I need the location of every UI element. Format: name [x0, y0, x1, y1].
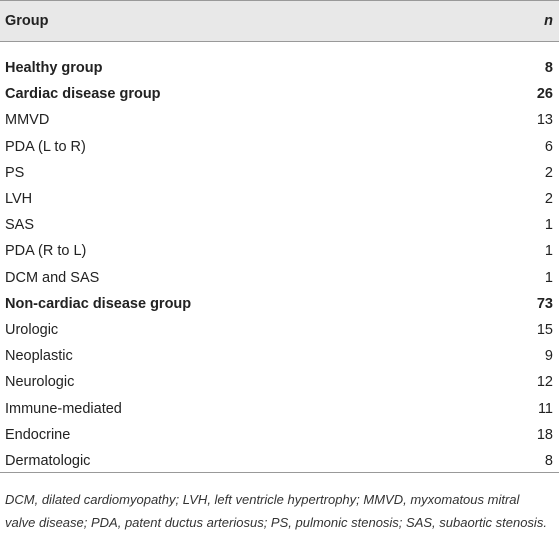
row-count: 13 — [536, 112, 553, 129]
row-count: 2 — [544, 164, 553, 181]
row-label: Urologic — [5, 322, 59, 338]
row-label: LVH — [5, 191, 33, 207]
group-count: 73 — [536, 295, 553, 312]
row-label: Immune-mediated — [5, 400, 122, 417]
table-header: Group n — [0, 0, 559, 42]
header-cell: n — [544, 13, 553, 29]
row-label: PS — [5, 164, 25, 181]
group-label: Healthy group — [5, 60, 103, 76]
row-count: 8 — [544, 453, 553, 469]
row-count: 15 — [536, 322, 553, 338]
row-count: 2 — [544, 191, 553, 207]
group-count: 26 — [536, 86, 553, 103]
row-count: 1 — [544, 269, 553, 286]
row-label: Endocrine — [5, 426, 71, 443]
row-label: MMVD — [5, 112, 50, 129]
row-label: Neoplastic — [5, 348, 73, 365]
row-label: SAS — [5, 217, 35, 234]
row-label: DCM and SAS — [5, 269, 100, 286]
header-cell: Group — [5, 13, 49, 29]
row-label: Dermatologic — [5, 453, 91, 469]
group-label: Non-cardiac disease group — [5, 295, 192, 312]
row-label: PDA (L to R) — [5, 138, 86, 155]
row-count: 11 — [537, 400, 553, 417]
bottom-rule — [0, 472, 559, 474]
footnote: DCM, dilated cardiomyopathy; LVH, left v… — [5, 492, 547, 530]
group-count: 8 — [544, 60, 553, 76]
group-label: Cardiac disease group — [5, 86, 161, 103]
row-count: 12 — [536, 374, 553, 391]
row-count: 1 — [544, 217, 553, 234]
row-count: 6 — [544, 138, 553, 155]
row-label: Neurologic — [5, 374, 75, 391]
row-label: PDA (R to L) — [5, 243, 87, 260]
row-count: 1 — [544, 243, 553, 260]
row-count: 18 — [536, 426, 553, 443]
row-count: 9 — [544, 348, 553, 365]
